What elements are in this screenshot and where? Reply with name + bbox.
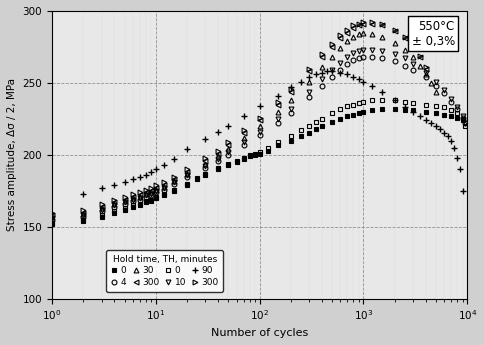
X-axis label: Number of cycles: Number of cycles	[211, 328, 308, 338]
Y-axis label: Stress amplitude, Δσ / 2, MPa: Stress amplitude, Δσ / 2, MPa	[7, 78, 17, 231]
Text: 550°C
± 0,3%: 550°C ± 0,3%	[411, 20, 455, 48]
Legend: 0, 4, 30, 300, 0, 10, 90, 300: 0, 4, 30, 300, 0, 10, 90, 300	[106, 250, 223, 292]
